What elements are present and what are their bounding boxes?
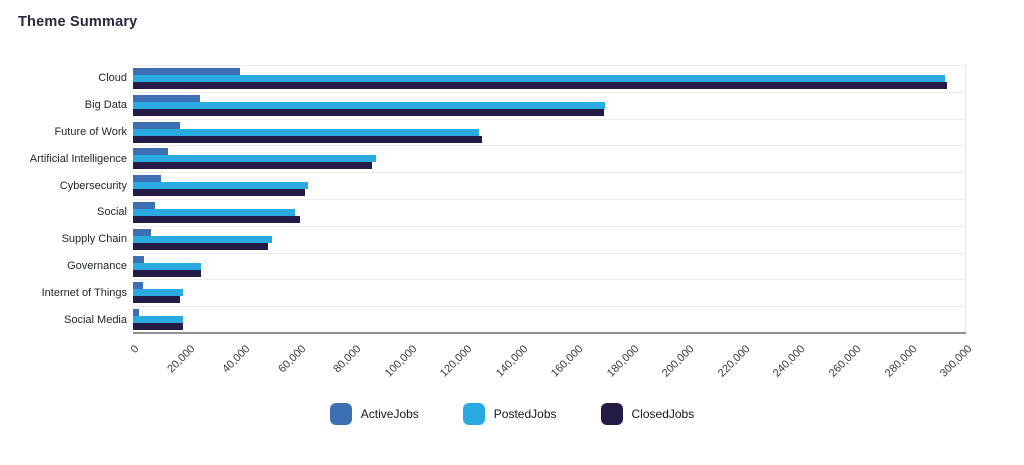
category-label: Governance — [67, 260, 127, 272]
legend-item-closedjobs[interactable]: ClosedJobs — [600, 403, 695, 425]
x-axis-line — [133, 332, 966, 334]
postedjobs-bar[interactable] — [133, 316, 183, 324]
category-label: Social Media — [64, 313, 127, 326]
activejobs-bar[interactable] — [133, 228, 151, 236]
closedjobs-bar[interactable] — [133, 189, 306, 197]
closedjobs-bar[interactable] — [133, 108, 604, 116]
closedjobs-bar[interactable] — [133, 296, 181, 304]
legend: ActiveJobs PostedJobs ClosedJobs — [0, 403, 1024, 425]
legend-label: ClosedJobs — [631, 407, 695, 421]
chart-title: Theme Summary — [18, 14, 138, 30]
closedjobs-bar[interactable] — [133, 323, 183, 331]
activejobs-bar[interactable] — [133, 148, 168, 156]
category-label: Artificial Intelligence — [29, 152, 127, 165]
postedjobs-bar[interactable] — [133, 75, 946, 82]
postedjobs-bar[interactable] — [133, 209, 296, 216]
postedjobs-bar[interactable] — [133, 289, 183, 297]
category-label: Cybersecurity — [59, 179, 127, 192]
activejobs-bar[interactable] — [133, 94, 200, 102]
row-separator-line — [133, 279, 966, 281]
activejobs-bar[interactable] — [133, 309, 140, 317]
row-separator-line — [133, 145, 966, 147]
row-separator-line — [133, 65, 966, 66]
activejobs-bar[interactable] — [133, 255, 145, 263]
row-separator-line — [133, 306, 966, 308]
closedjobs-bar[interactable] — [133, 135, 482, 143]
activejobs-bar[interactable] — [133, 68, 240, 75]
category-label: Social — [97, 206, 127, 219]
category-label: Supply Chain — [61, 233, 127, 246]
postedjobs-bar[interactable] — [133, 262, 201, 270]
plot-area: 0 20,000 40,000 60,000 80,000 100,000 120,000 1… — [129, 65, 974, 380]
row-separator-line — [133, 91, 966, 93]
activejobs-legend-swatch-icon — [329, 403, 352, 425]
closedjobs-bar[interactable] — [133, 162, 372, 170]
row-separator-line — [133, 225, 966, 227]
closedjobs-bar[interactable] — [133, 269, 201, 277]
closedjobs-bar[interactable] — [133, 216, 300, 223]
legend-label: PostedJobs — [493, 407, 557, 421]
activejobs-bar[interactable] — [133, 202, 156, 209]
category-label: Big Data — [84, 99, 127, 112]
category-label: Future of Work — [54, 126, 127, 138]
legend-item-activejobs[interactable]: ActiveJobs — [329, 403, 419, 425]
postedjobs-bar[interactable] — [133, 155, 376, 163]
row-separator-line — [133, 199, 966, 200]
closedjobs-bar[interactable] — [133, 242, 268, 250]
row-separator-line — [133, 252, 966, 254]
row-separator-line — [133, 118, 966, 120]
postedjobs-bar[interactable] — [133, 101, 605, 109]
row-separator-line — [133, 172, 966, 174]
activejobs-bar[interactable] — [133, 175, 161, 183]
postedjobs-bar[interactable] — [133, 235, 272, 243]
closedjobs-legend-swatch-icon — [600, 403, 623, 425]
category-label: Internet of Things — [41, 286, 127, 299]
postedjobs-bar[interactable] — [133, 128, 479, 136]
legend-label: ActiveJobs — [360, 407, 419, 421]
postedjobs-legend-swatch-icon — [462, 403, 485, 425]
postedjobs-bar[interactable] — [133, 182, 308, 190]
activejobs-bar[interactable] — [133, 282, 143, 290]
plot-right-border — [965, 65, 966, 333]
activejobs-bar[interactable] — [133, 121, 181, 129]
closedjobs-bar[interactable] — [133, 82, 947, 89]
category-label: Cloud — [98, 72, 127, 85]
legend-item-postedjobs[interactable]: PostedJobs — [462, 403, 557, 425]
